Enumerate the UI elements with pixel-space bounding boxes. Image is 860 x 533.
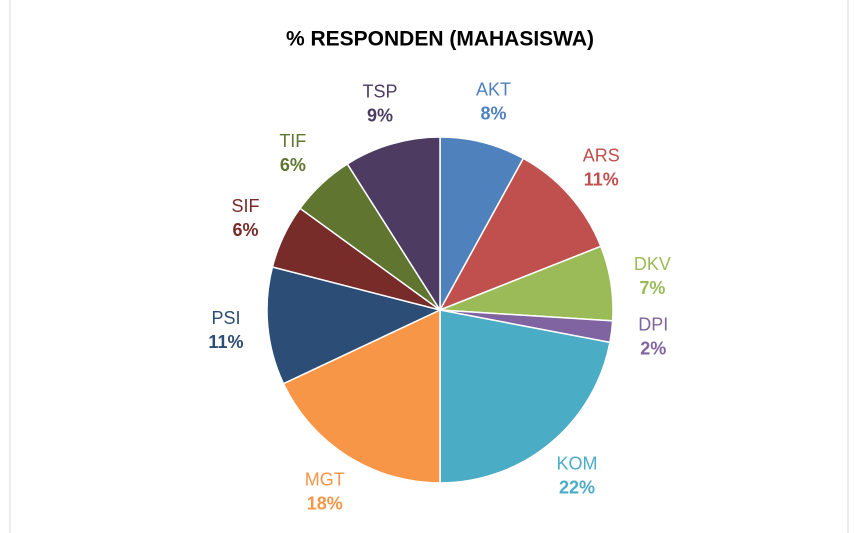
pie-slice [266, 266, 443, 385]
pie-slice [439, 309, 611, 484]
slice-value-label: 11% [208, 332, 243, 352]
pie-slice [346, 136, 441, 313]
slice-value-label: 6% [280, 155, 306, 175]
slice-value-label: 2% [640, 339, 666, 359]
slice-label: TIF [279, 131, 306, 151]
pie-slice [282, 308, 441, 484]
slice-value-label: 9% [367, 105, 393, 125]
chart-title: % RESPONDEN (MAHASISWA) [286, 28, 594, 51]
slice-label: ARS [583, 146, 620, 166]
slice-label: AKT [476, 80, 511, 100]
slice-value-label: 11% [584, 170, 619, 190]
slice-label: TSP [363, 81, 398, 101]
slice-value-label: 6% [232, 220, 258, 240]
slice-value-label: 7% [639, 278, 665, 298]
slice-label: DKV [634, 254, 671, 274]
slice-value-label: 8% [480, 104, 506, 124]
slice-label: DPI [638, 315, 668, 335]
slice-value-label: 18% [307, 493, 343, 513]
slice-label: KOM [557, 453, 598, 473]
slice-value-label: 22% [559, 477, 595, 497]
slice-label: SIF [231, 196, 259, 216]
pie-slice [438, 157, 602, 312]
slice-label: MGT [305, 469, 345, 489]
slice-label: PSI [211, 308, 240, 328]
